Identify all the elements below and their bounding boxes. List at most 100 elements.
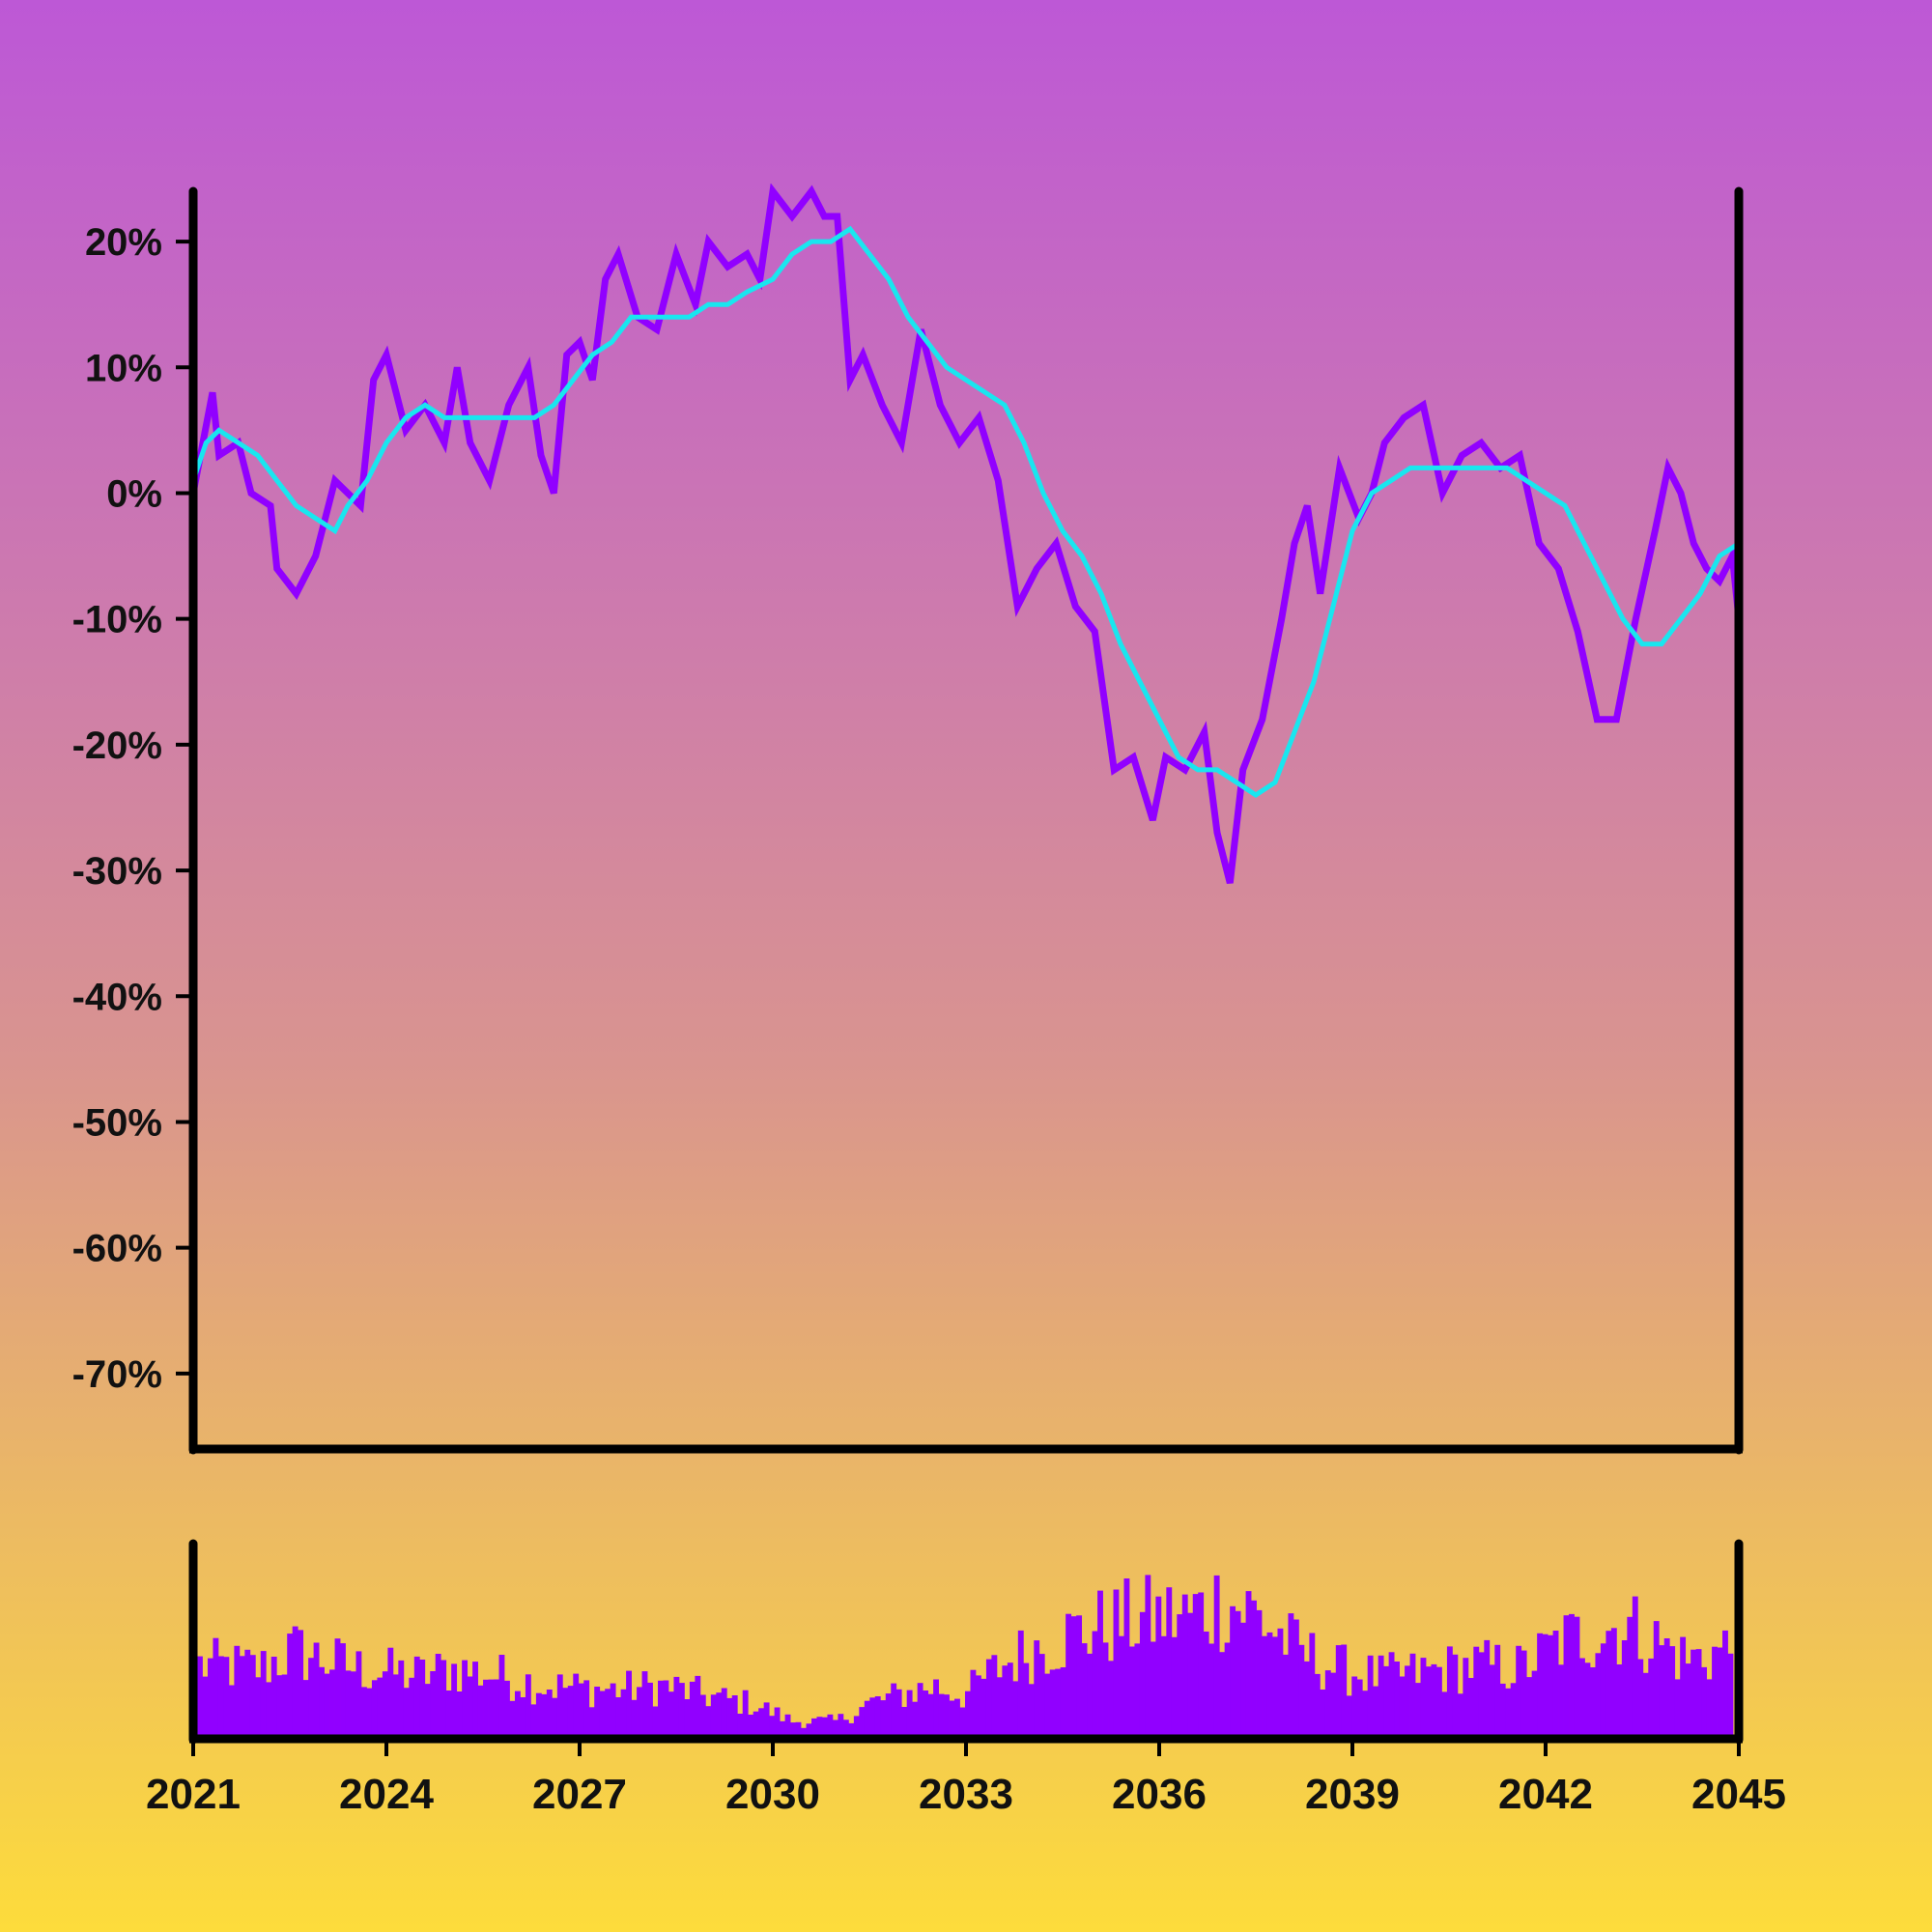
volume-bar bbox=[1145, 1575, 1151, 1739]
volume-bar bbox=[610, 1683, 616, 1739]
volume-bar bbox=[975, 1675, 981, 1739]
volume-bar bbox=[1632, 1596, 1638, 1739]
volume-bar bbox=[1266, 1632, 1273, 1739]
volume-bar bbox=[424, 1684, 431, 1739]
volume-bar bbox=[1330, 1672, 1337, 1739]
volume-bar bbox=[1213, 1575, 1220, 1739]
volume-bar bbox=[588, 1707, 595, 1739]
volume-bar bbox=[287, 1634, 294, 1739]
volume-bar bbox=[488, 1679, 495, 1739]
volume-bar bbox=[1203, 1632, 1209, 1739]
volume-bar bbox=[1446, 1646, 1453, 1739]
volume-bar bbox=[445, 1690, 452, 1739]
volume-bar bbox=[562, 1688, 569, 1739]
volume-bar bbox=[319, 1666, 325, 1739]
volume-bar bbox=[731, 1695, 738, 1739]
volume-bar bbox=[1128, 1646, 1135, 1739]
volume-bar bbox=[1288, 1613, 1294, 1739]
volume-bar bbox=[906, 1690, 913, 1739]
volume-bar bbox=[1526, 1677, 1533, 1739]
volume-bar bbox=[811, 1718, 817, 1739]
volume-bar bbox=[1187, 1612, 1194, 1739]
volume-bar bbox=[901, 1707, 908, 1739]
volume-bar bbox=[1044, 1673, 1051, 1739]
volume-bar bbox=[1235, 1610, 1241, 1739]
volume-bar bbox=[567, 1686, 574, 1739]
volume-bar bbox=[1012, 1681, 1019, 1739]
volume-bar bbox=[1081, 1643, 1088, 1739]
volume-bar bbox=[1166, 1587, 1173, 1739]
volume-bar bbox=[885, 1693, 892, 1739]
volume-bar bbox=[1457, 1693, 1463, 1739]
volume-bar bbox=[382, 1671, 388, 1739]
volume-bar bbox=[1002, 1665, 1009, 1739]
volume-bar bbox=[678, 1683, 685, 1739]
volume-bar bbox=[1060, 1667, 1066, 1739]
volume-bar bbox=[494, 1679, 499, 1739]
volume-bar bbox=[1531, 1670, 1538, 1739]
volume-bar bbox=[663, 1680, 669, 1739]
x-tick-label: 2045 bbox=[1691, 1771, 1786, 1818]
volume-bar bbox=[1177, 1614, 1183, 1739]
volume-bar bbox=[1489, 1664, 1495, 1739]
volume-bar bbox=[1388, 1652, 1395, 1739]
volume-bar bbox=[1484, 1639, 1491, 1739]
volume-bar bbox=[1552, 1631, 1559, 1739]
volume-bar bbox=[1230, 1605, 1236, 1739]
volume-bar bbox=[1139, 1611, 1146, 1739]
volume-bar bbox=[1637, 1659, 1644, 1739]
volume-bar bbox=[1309, 1633, 1316, 1739]
volume-bar bbox=[552, 1697, 558, 1739]
x-tick-label: 2021 bbox=[146, 1771, 241, 1818]
volume-bar bbox=[308, 1658, 315, 1739]
volume-bar bbox=[371, 1680, 378, 1739]
volume-bar bbox=[1584, 1662, 1591, 1739]
x-tick-label: 2033 bbox=[919, 1771, 1013, 1818]
volume-bar bbox=[578, 1683, 584, 1739]
volume-bar bbox=[1542, 1634, 1548, 1739]
volume-bar bbox=[869, 1697, 876, 1739]
volume-bar bbox=[912, 1701, 919, 1739]
volume-bar bbox=[324, 1673, 330, 1739]
volume-bar bbox=[832, 1719, 838, 1739]
volume-bar bbox=[1351, 1676, 1358, 1739]
volume-bar bbox=[1277, 1628, 1284, 1739]
volume-bar bbox=[413, 1656, 420, 1739]
volume-bar bbox=[1659, 1645, 1665, 1739]
volume-bar bbox=[255, 1677, 262, 1739]
volume-bar bbox=[228, 1685, 235, 1739]
volume-bar bbox=[684, 1699, 691, 1739]
volume-bar bbox=[716, 1692, 723, 1739]
volume-bar bbox=[1505, 1688, 1512, 1739]
volume-bar bbox=[801, 1727, 807, 1739]
volume-bar bbox=[1420, 1658, 1427, 1739]
volume-bar bbox=[387, 1647, 394, 1739]
volume-bar bbox=[1324, 1670, 1331, 1739]
volume-bar bbox=[842, 1719, 849, 1739]
volume-bar bbox=[821, 1717, 828, 1739]
volume-bar bbox=[477, 1685, 484, 1739]
volume-bar bbox=[1467, 1678, 1474, 1739]
y-tick-label: -20% bbox=[72, 724, 162, 767]
volume-bar bbox=[1595, 1653, 1602, 1739]
volume-bar bbox=[329, 1669, 335, 1739]
volume-bar bbox=[1378, 1655, 1384, 1739]
volume-bar bbox=[530, 1704, 537, 1739]
volume-bar bbox=[1610, 1628, 1617, 1739]
volume-bar bbox=[1017, 1630, 1024, 1739]
volume-bar bbox=[985, 1659, 992, 1739]
volume-bar bbox=[1478, 1652, 1485, 1739]
volume-bar bbox=[1362, 1690, 1369, 1739]
volume-bar bbox=[652, 1706, 659, 1739]
volume-bar bbox=[859, 1707, 866, 1739]
volume-bar bbox=[1516, 1645, 1522, 1739]
volume-bar bbox=[721, 1688, 727, 1739]
volume-bar bbox=[541, 1693, 548, 1739]
y-tick-label: -60% bbox=[72, 1228, 162, 1270]
volume-bar bbox=[838, 1714, 844, 1739]
volume-bar bbox=[419, 1660, 426, 1739]
volume-bar bbox=[313, 1642, 320, 1739]
volume-bar bbox=[340, 1643, 346, 1739]
volume-bar bbox=[758, 1708, 765, 1739]
volume-bar bbox=[1579, 1658, 1585, 1739]
